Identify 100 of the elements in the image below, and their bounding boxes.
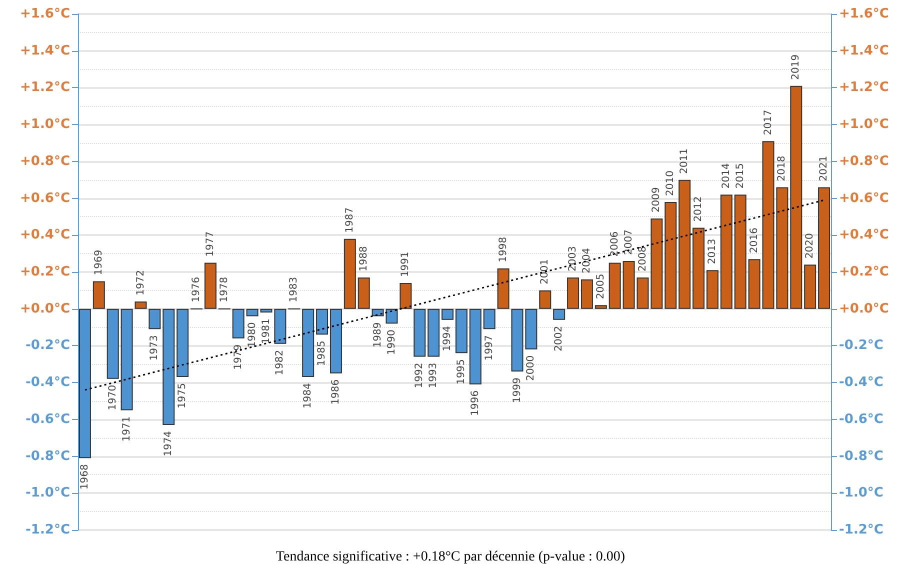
y-tick-label: +1.4°C bbox=[20, 43, 70, 58]
x-tick-label: 1982 bbox=[274, 350, 286, 376]
x-tick-label: 1968 bbox=[79, 464, 90, 490]
bar bbox=[818, 187, 830, 309]
y2-tick-label: -0.6°C bbox=[839, 412, 884, 427]
x-tick-label: 1981 bbox=[260, 318, 272, 344]
x-tick-label: 2011 bbox=[679, 148, 690, 174]
bar bbox=[762, 141, 774, 309]
x-tick-label: 1977 bbox=[204, 231, 216, 257]
x-tick-label: 2012 bbox=[693, 196, 704, 222]
bar bbox=[386, 308, 398, 324]
bar bbox=[497, 268, 510, 309]
bar bbox=[246, 308, 258, 316]
bar bbox=[455, 308, 468, 354]
x-tick-label: 1983 bbox=[288, 276, 300, 302]
bar bbox=[748, 259, 760, 309]
bar bbox=[162, 308, 175, 425]
text: Tendance significative : +0.18°C par décennie (p-value : 0.00) bbox=[276, 550, 626, 564]
x-tick-label: 1984 bbox=[302, 383, 314, 408]
bar bbox=[636, 278, 649, 309]
x-tick-label: 2017 bbox=[762, 110, 774, 136]
x-tick-label: 1998 bbox=[498, 236, 509, 262]
bar bbox=[525, 308, 538, 350]
bar bbox=[414, 308, 426, 357]
x-tick-label: 1978 bbox=[218, 276, 230, 302]
x-tick-label: 1995 bbox=[456, 359, 467, 385]
x-tick-label: 2008 bbox=[637, 246, 648, 272]
x-tick-label: 2018 bbox=[776, 156, 788, 182]
x-tick-label: 1987 bbox=[344, 207, 356, 233]
bar bbox=[176, 308, 189, 378]
bar bbox=[274, 308, 286, 344]
x-tick-label: 1990 bbox=[386, 330, 398, 356]
bar bbox=[511, 308, 524, 372]
bar bbox=[720, 194, 732, 309]
x-tick-label: 1985 bbox=[316, 340, 328, 366]
bar bbox=[622, 260, 635, 309]
bar bbox=[120, 308, 133, 410]
bar bbox=[148, 308, 161, 330]
bar bbox=[78, 308, 91, 458]
y-tick-label: +1.6°C bbox=[20, 6, 70, 22]
x-tick-label: 1974 bbox=[163, 430, 174, 456]
bar bbox=[664, 202, 677, 309]
x-tick-label: 2005 bbox=[595, 274, 606, 300]
x-tick-label: 2013 bbox=[706, 238, 718, 264]
y2-tick-label: -1.2°C bbox=[839, 522, 884, 538]
bar bbox=[400, 283, 412, 309]
bar bbox=[469, 308, 482, 384]
x-tick-label: 1971 bbox=[121, 416, 132, 442]
y2-tick-label: +0.4°C bbox=[839, 228, 889, 243]
y-tick-label: -1.0°C bbox=[26, 486, 70, 501]
bar bbox=[553, 308, 566, 320]
y-tick-label: -0.2°C bbox=[26, 338, 70, 354]
y2-tick-label: +1.6°C bbox=[839, 6, 889, 22]
bar bbox=[204, 262, 216, 309]
y2-tick-label: -0.8°C bbox=[839, 448, 884, 464]
x-tick-label: 2015 bbox=[734, 163, 746, 189]
bar bbox=[776, 187, 788, 309]
x-tick-label: 2021 bbox=[818, 156, 830, 182]
bar bbox=[442, 308, 454, 320]
y2-tick-label: +0.6°C bbox=[839, 190, 889, 206]
x-tick-label: 1996 bbox=[470, 390, 481, 416]
x-tick-label: 1973 bbox=[149, 335, 160, 361]
x-tick-label: 1994 bbox=[442, 326, 454, 352]
y-tick-label: -0.8°C bbox=[26, 448, 70, 464]
bar bbox=[678, 180, 691, 309]
bar bbox=[92, 281, 105, 309]
x-tick-label: 1993 bbox=[428, 362, 440, 388]
bar bbox=[483, 308, 496, 330]
x-tick-label: 2020 bbox=[804, 233, 816, 259]
x-tick-label: 2001 bbox=[540, 258, 551, 284]
x-tick-label: 1976 bbox=[191, 276, 202, 302]
x-tick-label: 1997 bbox=[484, 335, 495, 361]
x-tick-label: 1972 bbox=[135, 270, 146, 296]
x-tick-label: 2004 bbox=[581, 248, 592, 274]
bar bbox=[567, 278, 580, 309]
y2-tick-label: -0.4°C bbox=[839, 375, 884, 390]
bar bbox=[316, 308, 328, 335]
y-tick-label: +0.2°C bbox=[20, 264, 70, 280]
x-tick-label: 2016 bbox=[748, 228, 760, 254]
x-tick-label: 1980 bbox=[246, 322, 258, 348]
bar bbox=[650, 218, 663, 309]
bar bbox=[706, 270, 718, 309]
x-tick-label: 2003 bbox=[568, 246, 579, 272]
y2-tick-label: +0.0°C bbox=[839, 301, 889, 316]
x-tick-label: 2014 bbox=[720, 163, 732, 189]
bar bbox=[106, 308, 119, 379]
bar bbox=[734, 194, 746, 309]
x-tick-label: 2000 bbox=[526, 355, 537, 381]
y-tick-label: -1.2°C bbox=[26, 522, 70, 538]
y-tick-label: +0.0°C bbox=[20, 301, 70, 316]
bar bbox=[232, 308, 244, 338]
x-tick-label: 1969 bbox=[93, 250, 104, 276]
bar bbox=[580, 279, 593, 309]
x-tick-label: 2019 bbox=[790, 54, 802, 80]
bar bbox=[358, 278, 370, 309]
bar bbox=[692, 228, 705, 309]
y2-tick-label: -1.0°C bbox=[839, 486, 884, 501]
y2-tick-label: +1.0°C bbox=[839, 117, 889, 132]
x-tick-label: 2009 bbox=[651, 187, 662, 213]
y-tick-label: +0.8°C bbox=[20, 154, 70, 169]
